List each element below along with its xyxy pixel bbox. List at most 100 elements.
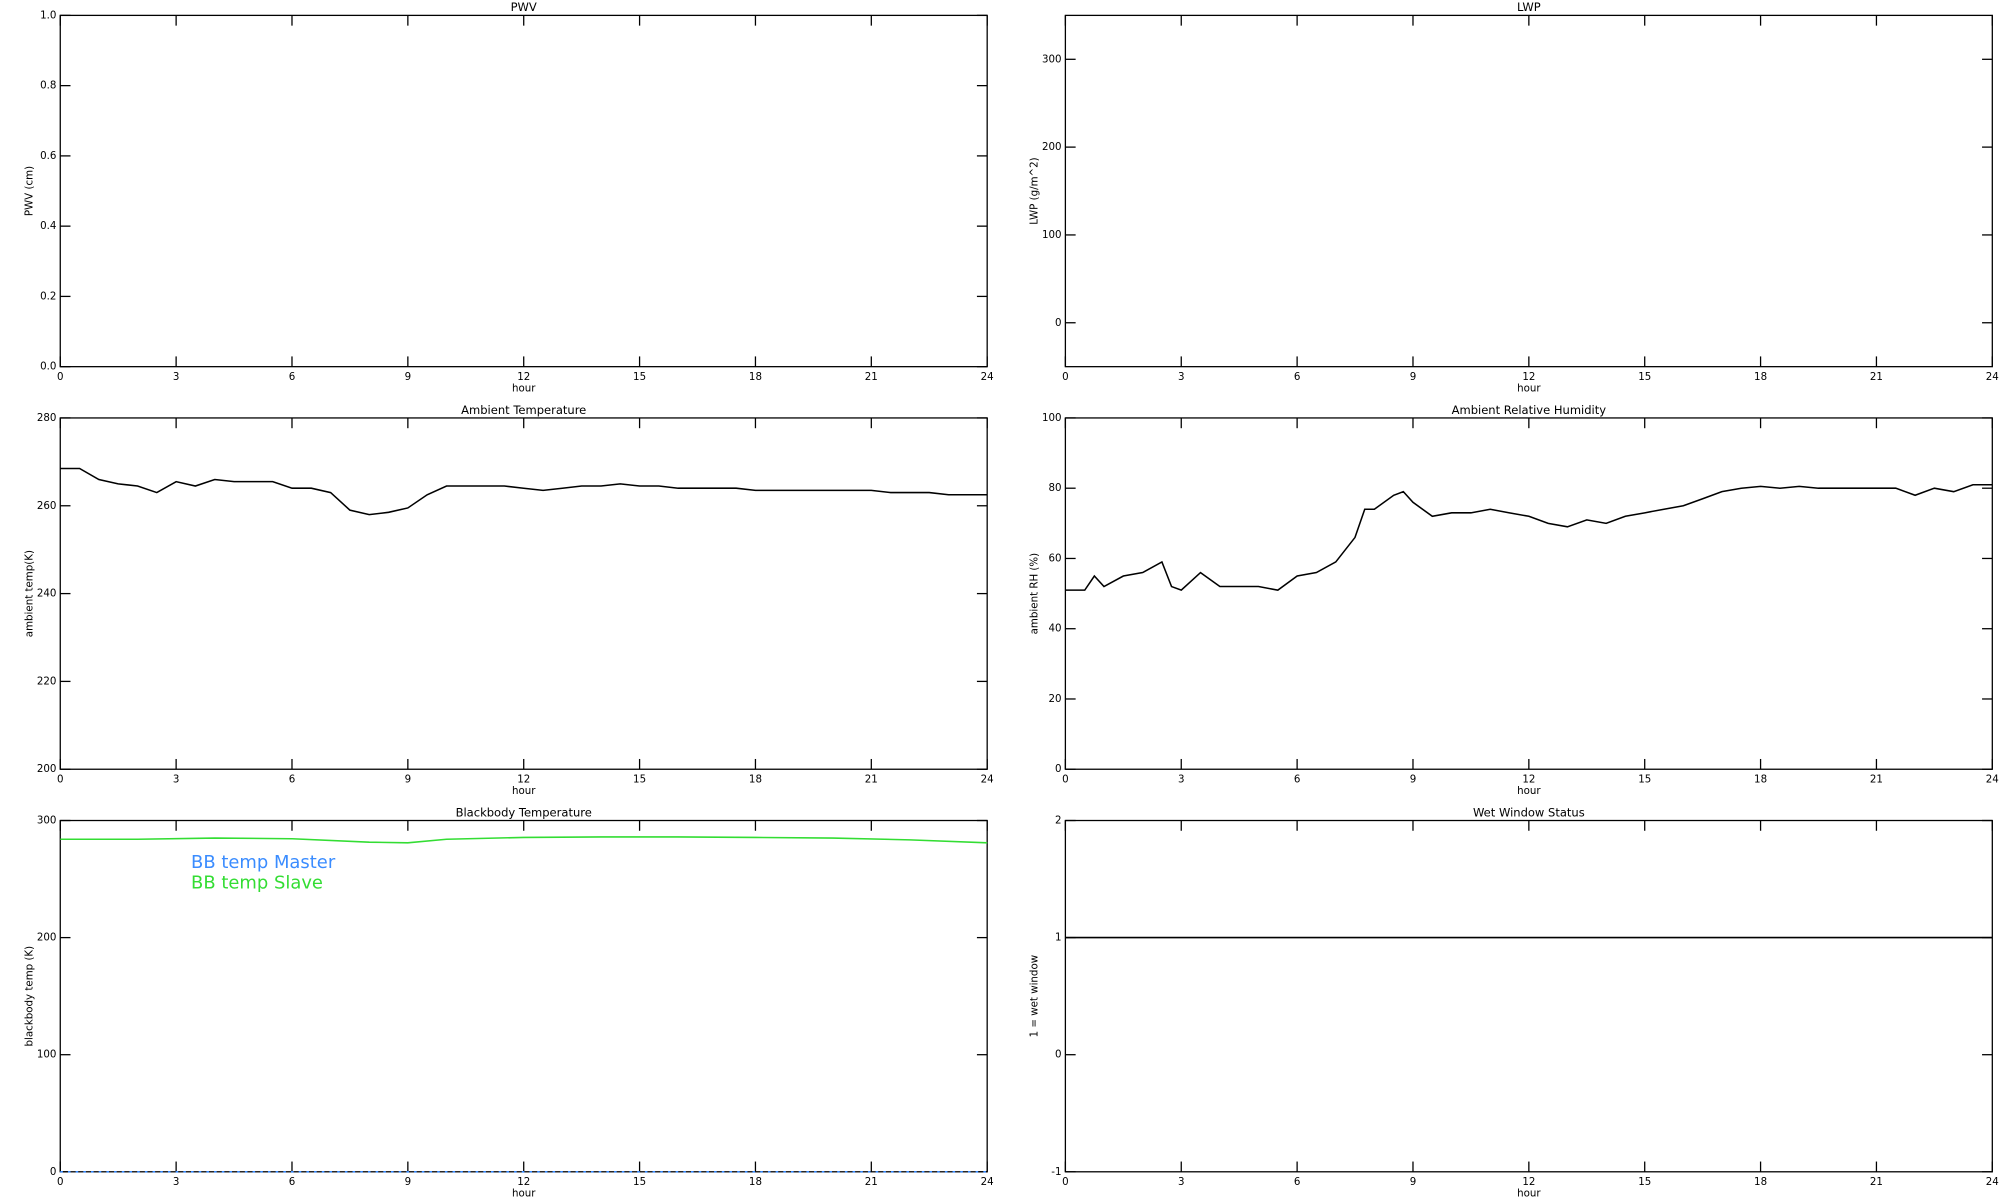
x-tick-label: 18 <box>749 1176 762 1188</box>
y-tick-label: 0.4 <box>40 220 56 232</box>
y-axis-label: ambient RH (%) <box>1029 553 1041 635</box>
data-line <box>60 836 988 844</box>
plot-frame <box>1064 14 1993 368</box>
y-tick-label: 0.8 <box>40 80 56 92</box>
x-tick-label: 3 <box>1178 371 1185 383</box>
y-tick-label: 300 <box>1042 53 1062 65</box>
y-tick-label: 100 <box>1042 412 1062 424</box>
x-tick-label: 12 <box>517 773 530 785</box>
y-tick-label: 220 <box>37 675 57 687</box>
x-tick-label: 0 <box>1062 371 1069 383</box>
y-axis-label: blackbody temp (K) <box>23 946 35 1047</box>
x-tick-label: 18 <box>1754 371 1767 383</box>
x-tick-label: 24 <box>1986 1176 1999 1188</box>
x-tick-label: 24 <box>981 773 994 785</box>
x-tick-label: 9 <box>1410 371 1417 383</box>
y-tick-label: 0 <box>50 1166 57 1178</box>
y-axis-label: ambient temp(K) <box>23 550 35 637</box>
y-tick-label: 1 <box>1055 932 1062 944</box>
x-axis-label: hour <box>512 382 536 394</box>
x-tick-label: 24 <box>981 371 994 383</box>
plot-frame <box>59 14 988 368</box>
x-tick-label: 21 <box>1870 773 1883 785</box>
y-tick-label: 60 <box>1048 552 1061 564</box>
y-tick-label: -1 <box>1051 1166 1061 1178</box>
y-tick-label: 200 <box>37 763 57 775</box>
y-tick-label: 200 <box>37 932 57 944</box>
legend-entry: BB temp Master <box>191 852 336 873</box>
y-tick-label: 0.2 <box>40 290 56 302</box>
x-tick-label: 9 <box>405 773 412 785</box>
y-tick-label: 0 <box>1055 317 1062 329</box>
x-tick-label: 6 <box>1294 371 1301 383</box>
x-tick-label: 15 <box>1638 1176 1651 1188</box>
x-tick-label: 12 <box>1522 773 1535 785</box>
x-axis-label: hour <box>1517 382 1541 394</box>
y-tick-label: 240 <box>37 588 57 600</box>
x-tick-label: 6 <box>1294 773 1301 785</box>
y-tick-label: 2 <box>1055 815 1062 827</box>
y-tick-label: 300 <box>37 815 57 827</box>
x-tick-label: 24 <box>981 1176 994 1188</box>
x-tick-label: 12 <box>1522 371 1535 383</box>
y-tick-label: 20 <box>1048 693 1061 705</box>
x-tick-label: 21 <box>1870 1176 1883 1188</box>
plot-frame <box>1064 819 1993 1173</box>
x-tick-label: 24 <box>1986 371 1999 383</box>
x-tick-label: 0 <box>1062 773 1069 785</box>
y-axis-label: LWP (g/m^2) <box>1029 157 1041 224</box>
x-tick-label: 21 <box>865 773 878 785</box>
x-tick-label: 6 <box>289 1176 296 1188</box>
x-tick-label: 6 <box>289 773 296 785</box>
chart-title: Wet Window Status <box>1473 805 1585 819</box>
legend-entry: BB temp Slave <box>191 872 323 893</box>
y-tick-label: 100 <box>37 1049 57 1061</box>
x-tick-label: 3 <box>1178 1176 1185 1188</box>
y-tick-label: 80 <box>1048 482 1061 494</box>
x-tick-label: 9 <box>1410 773 1417 785</box>
y-tick-label: 0 <box>1055 1049 1062 1061</box>
x-tick-label: 3 <box>173 773 180 785</box>
x-tick-label: 9 <box>1410 1176 1417 1188</box>
plot-frame <box>1064 417 1993 770</box>
x-tick-label: 12 <box>517 371 530 383</box>
chart-title: Ambient Relative Humidity <box>1452 403 1607 417</box>
x-tick-label: 0 <box>57 1176 64 1188</box>
y-tick-label: 1.0 <box>40 9 56 21</box>
data-line <box>1065 483 1993 592</box>
y-axis-label: 1 = wet window <box>1029 955 1041 1037</box>
y-tick-label: 260 <box>37 500 57 512</box>
x-tick-label: 6 <box>1294 1176 1301 1188</box>
x-tick-label: 15 <box>1638 773 1651 785</box>
x-tick-label: 15 <box>633 773 646 785</box>
data-line <box>60 467 988 516</box>
x-tick-label: 0 <box>57 371 64 383</box>
plot-frame <box>59 417 988 770</box>
x-tick-label: 21 <box>865 1176 878 1188</box>
x-tick-label: 3 <box>173 1176 180 1188</box>
x-tick-label: 9 <box>405 1176 412 1188</box>
chart-title: LWP <box>1517 0 1541 14</box>
x-tick-label: 15 <box>633 371 646 383</box>
y-tick-label: 200 <box>1042 141 1062 153</box>
chart-title: PWV <box>511 0 537 14</box>
chart-title: Blackbody Temperature <box>456 805 592 819</box>
x-tick-label: 15 <box>633 1176 646 1188</box>
x-tick-label: 12 <box>517 1176 530 1188</box>
x-axis-label: hour <box>512 1188 536 1200</box>
x-tick-label: 12 <box>1522 1176 1535 1188</box>
x-axis-label: hour <box>1517 1188 1541 1200</box>
x-tick-label: 18 <box>749 773 762 785</box>
x-tick-label: 9 <box>405 371 412 383</box>
y-tick-label: 0.6 <box>40 150 56 162</box>
x-tick-label: 24 <box>1986 773 1999 785</box>
x-tick-label: 18 <box>1754 1176 1767 1188</box>
x-axis-label: hour <box>1517 785 1541 797</box>
y-tick-label: 40 <box>1048 623 1061 635</box>
x-tick-label: 18 <box>749 371 762 383</box>
x-tick-label: 0 <box>57 773 64 785</box>
x-tick-label: 21 <box>1870 371 1883 383</box>
x-tick-label: 15 <box>1638 371 1651 383</box>
